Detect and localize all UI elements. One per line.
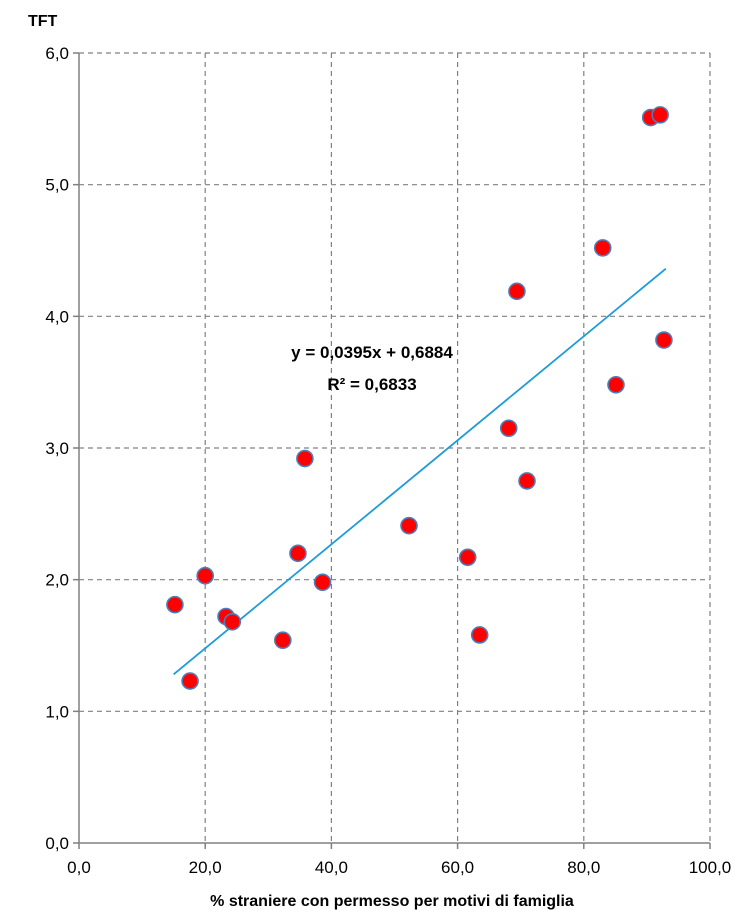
axes bbox=[73, 52, 711, 849]
data-points bbox=[166, 106, 673, 690]
data-point bbox=[651, 106, 669, 124]
x-tick-label: 40,0 bbox=[315, 858, 348, 877]
data-point bbox=[400, 516, 418, 535]
gridlines bbox=[79, 52, 711, 843]
y-tick-label: 3,0 bbox=[45, 439, 69, 458]
data-point bbox=[274, 631, 292, 650]
data-point bbox=[196, 566, 214, 585]
data-point bbox=[289, 544, 307, 563]
x-tick-label: 20,0 bbox=[189, 858, 222, 877]
trendline bbox=[173, 267, 667, 676]
x-axis-title: % straniere con permesso per motivi di f… bbox=[210, 893, 574, 910]
data-point bbox=[181, 672, 199, 690]
tick-labels: 0,0 1,0 2,0 3,0 4,0 5,0 6,0 0,0 20,0 40,0 60,0 80,0… bbox=[45, 44, 731, 877]
y-axis-title: TFT bbox=[28, 13, 58, 30]
y-tick-label: 5,0 bbox=[45, 176, 69, 195]
data-point bbox=[166, 595, 184, 614]
data-point bbox=[518, 472, 536, 490]
y-tick-label: 6,0 bbox=[45, 44, 69, 63]
data-point bbox=[655, 331, 673, 349]
y-tick-label: 1,0 bbox=[45, 702, 69, 721]
data-point bbox=[508, 282, 526, 301]
x-tick-label: 100,0 bbox=[689, 858, 732, 877]
y-tick-label: 4,0 bbox=[45, 307, 69, 326]
x-tick-label: 60,0 bbox=[441, 858, 474, 877]
data-point bbox=[296, 449, 314, 468]
data-point bbox=[593, 239, 612, 257]
trendline-group bbox=[173, 267, 667, 676]
data-point bbox=[458, 548, 477, 567]
y-tick-label: 0,0 bbox=[45, 834, 69, 853]
y-tick-label: 2,0 bbox=[45, 571, 69, 590]
data-point bbox=[223, 612, 242, 631]
x-tick-label: 80,0 bbox=[567, 858, 600, 877]
data-point bbox=[607, 375, 625, 394]
trendline-r-squared: R² = 0,6833 bbox=[327, 375, 416, 394]
trendline-equation: y = 0,0395x + 0,6884 bbox=[291, 343, 453, 362]
data-point bbox=[313, 573, 332, 592]
x-tick-label: 0,0 bbox=[67, 858, 91, 877]
data-point bbox=[499, 419, 518, 438]
data-point bbox=[470, 626, 489, 644]
